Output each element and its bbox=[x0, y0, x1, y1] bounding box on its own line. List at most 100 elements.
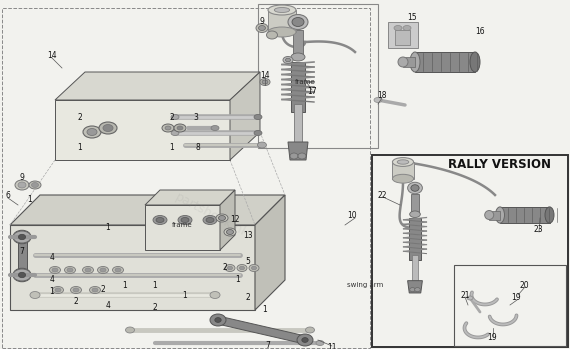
Text: 21: 21 bbox=[460, 290, 470, 299]
Text: 2: 2 bbox=[153, 304, 157, 312]
Ellipse shape bbox=[97, 267, 108, 274]
Ellipse shape bbox=[83, 267, 93, 274]
Text: 1: 1 bbox=[235, 275, 241, 284]
Ellipse shape bbox=[50, 267, 60, 274]
Ellipse shape bbox=[18, 234, 26, 240]
Ellipse shape bbox=[210, 291, 220, 298]
Ellipse shape bbox=[177, 126, 183, 130]
Ellipse shape bbox=[292, 17, 304, 27]
Text: 4: 4 bbox=[50, 253, 55, 262]
Ellipse shape bbox=[254, 114, 262, 119]
Text: partshoek.nl: partshoek.nl bbox=[173, 191, 247, 239]
Text: 22: 22 bbox=[377, 191, 387, 200]
Ellipse shape bbox=[254, 131, 262, 135]
Ellipse shape bbox=[298, 153, 306, 159]
Text: 11: 11 bbox=[327, 343, 337, 349]
Ellipse shape bbox=[18, 182, 26, 188]
Ellipse shape bbox=[397, 160, 409, 164]
Ellipse shape bbox=[13, 231, 31, 243]
Ellipse shape bbox=[268, 27, 296, 37]
Ellipse shape bbox=[414, 288, 420, 292]
Text: 8: 8 bbox=[196, 143, 201, 153]
Ellipse shape bbox=[99, 122, 117, 134]
Ellipse shape bbox=[89, 287, 100, 294]
Ellipse shape bbox=[226, 230, 234, 235]
Text: 20: 20 bbox=[519, 281, 529, 290]
Text: 1: 1 bbox=[78, 143, 83, 153]
Text: 1: 1 bbox=[170, 143, 174, 153]
Ellipse shape bbox=[174, 124, 186, 132]
Ellipse shape bbox=[165, 126, 171, 130]
Text: 1: 1 bbox=[153, 281, 157, 290]
Text: 1: 1 bbox=[105, 223, 111, 232]
Ellipse shape bbox=[15, 180, 29, 190]
Ellipse shape bbox=[30, 291, 40, 298]
Polygon shape bbox=[55, 72, 260, 100]
Polygon shape bbox=[415, 52, 475, 72]
Ellipse shape bbox=[64, 267, 75, 274]
Polygon shape bbox=[291, 62, 305, 112]
Ellipse shape bbox=[227, 266, 233, 270]
Text: 15: 15 bbox=[407, 14, 417, 22]
Ellipse shape bbox=[224, 228, 236, 236]
Polygon shape bbox=[409, 217, 421, 260]
Polygon shape bbox=[294, 104, 302, 142]
Ellipse shape bbox=[92, 288, 98, 292]
Ellipse shape bbox=[239, 266, 245, 270]
Ellipse shape bbox=[267, 31, 278, 39]
Polygon shape bbox=[412, 255, 418, 281]
Text: 16: 16 bbox=[475, 28, 485, 37]
Ellipse shape bbox=[171, 114, 179, 119]
Ellipse shape bbox=[288, 15, 308, 30]
Ellipse shape bbox=[181, 217, 189, 223]
Polygon shape bbox=[403, 57, 415, 67]
Ellipse shape bbox=[545, 207, 554, 223]
Text: frame: frame bbox=[172, 222, 192, 228]
Text: 23: 23 bbox=[533, 225, 543, 235]
Ellipse shape bbox=[87, 128, 97, 135]
Ellipse shape bbox=[467, 296, 473, 300]
Polygon shape bbox=[255, 195, 285, 310]
Ellipse shape bbox=[259, 25, 266, 30]
Bar bbox=[454, 265, 566, 346]
Bar bbox=[395, 30, 410, 45]
Ellipse shape bbox=[484, 210, 494, 220]
Text: 2: 2 bbox=[101, 285, 105, 295]
Ellipse shape bbox=[306, 327, 315, 333]
Ellipse shape bbox=[211, 126, 219, 131]
Polygon shape bbox=[145, 190, 235, 205]
Ellipse shape bbox=[398, 57, 408, 67]
Text: 18: 18 bbox=[377, 90, 387, 99]
Ellipse shape bbox=[156, 217, 164, 223]
Text: 4: 4 bbox=[50, 275, 55, 284]
Ellipse shape bbox=[162, 124, 174, 132]
Ellipse shape bbox=[256, 23, 268, 32]
Text: 2: 2 bbox=[74, 297, 79, 306]
Polygon shape bbox=[489, 210, 500, 220]
Text: 5: 5 bbox=[246, 258, 250, 267]
Ellipse shape bbox=[206, 217, 214, 223]
Ellipse shape bbox=[249, 265, 259, 272]
Ellipse shape bbox=[115, 268, 121, 272]
Ellipse shape bbox=[218, 215, 226, 221]
Ellipse shape bbox=[258, 142, 267, 148]
Text: 14: 14 bbox=[47, 51, 57, 59]
Polygon shape bbox=[217, 316, 306, 344]
Ellipse shape bbox=[392, 174, 414, 183]
Ellipse shape bbox=[291, 53, 305, 61]
Ellipse shape bbox=[73, 288, 79, 292]
Text: 17: 17 bbox=[307, 88, 317, 97]
Polygon shape bbox=[10, 225, 255, 310]
Text: 1: 1 bbox=[263, 305, 267, 314]
Text: 14: 14 bbox=[260, 70, 270, 80]
Ellipse shape bbox=[67, 268, 73, 272]
Ellipse shape bbox=[13, 268, 31, 282]
Polygon shape bbox=[392, 162, 414, 179]
Text: 1: 1 bbox=[182, 290, 188, 299]
Text: 4: 4 bbox=[105, 300, 111, 310]
Ellipse shape bbox=[216, 214, 228, 222]
Bar bbox=[258, 4, 378, 148]
Ellipse shape bbox=[470, 52, 480, 72]
Ellipse shape bbox=[394, 25, 402, 30]
Ellipse shape bbox=[403, 25, 411, 30]
